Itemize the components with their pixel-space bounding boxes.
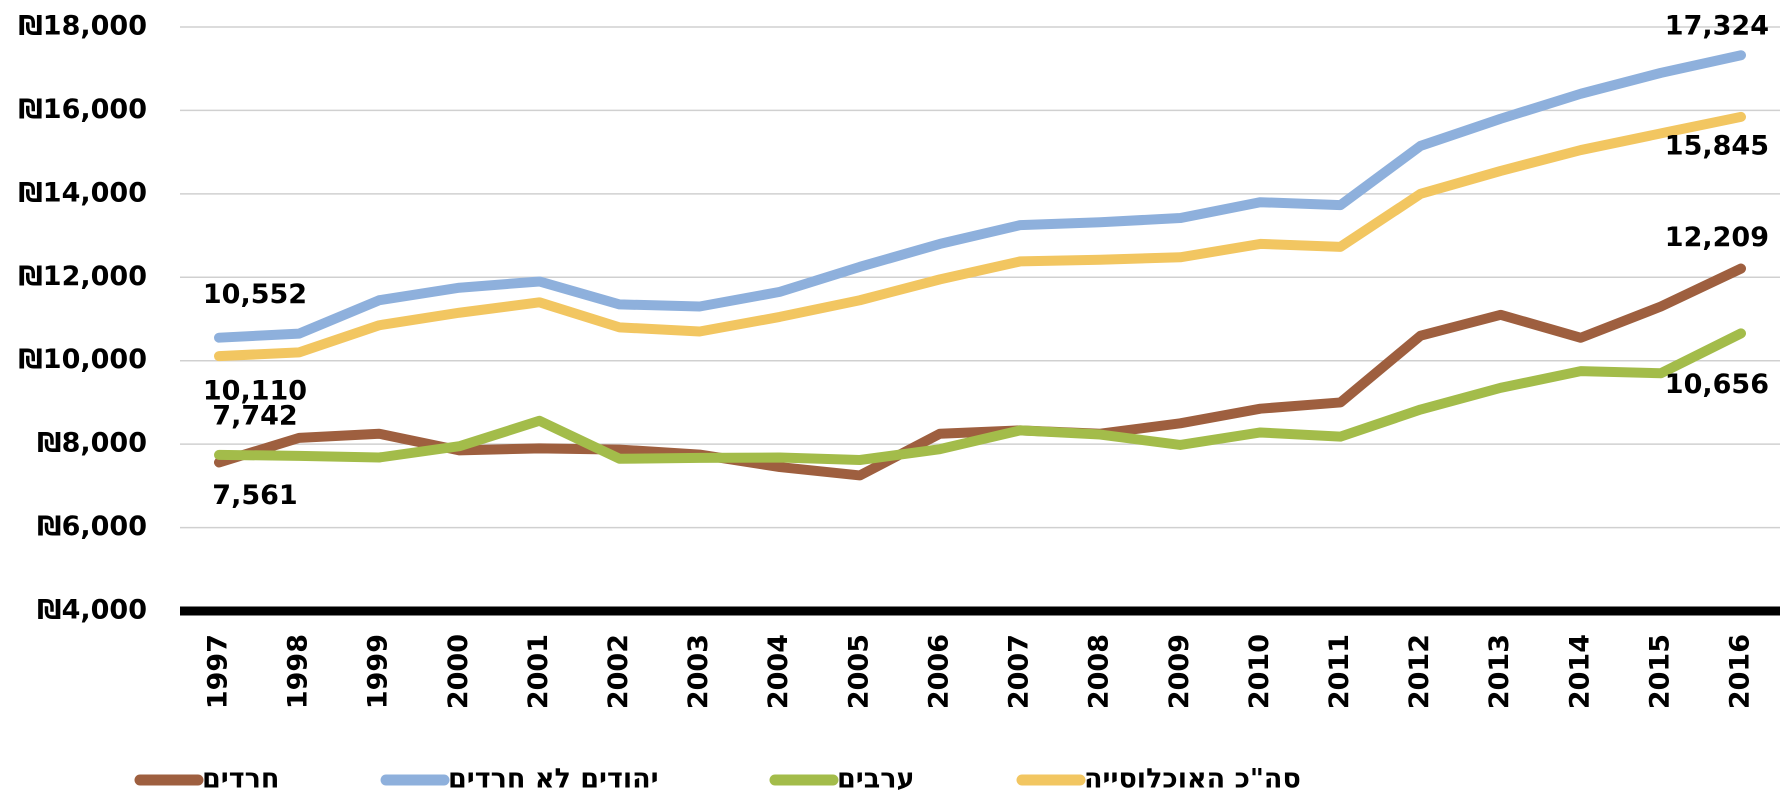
x-tick-label: 2004: [763, 634, 794, 709]
series-line: [214, 263, 1746, 481]
x-tick-label: 2001: [523, 634, 554, 709]
x-tick-label: 2006: [923, 634, 954, 709]
data-label: 10,656: [1665, 369, 1769, 400]
y-tick-label: ₪4,000: [37, 595, 147, 626]
legend-label: יהודים לא חרדים: [448, 764, 659, 795]
y-tick-label: ₪10,000: [18, 344, 147, 375]
legend-item: יהודים לא חרדים: [380, 764, 659, 795]
legend-label: חרדים: [202, 764, 279, 795]
legend-item: חרדים: [134, 764, 279, 795]
x-tick-label: 2007: [1004, 634, 1035, 709]
y-tick-label: ₪6,000: [37, 511, 147, 542]
y-tick-label: ₪14,000: [18, 177, 147, 208]
x-tick-label: 2014: [1564, 634, 1595, 709]
x-tick-label: 2013: [1484, 634, 1515, 709]
legend-item: סה"כ האוכלוסייה: [1016, 764, 1301, 795]
data-label: 10,552: [203, 279, 307, 310]
series-line: [214, 50, 1746, 343]
x-tick-label: 1997: [203, 634, 234, 709]
x-tick-label: 1999: [363, 634, 394, 709]
x-tick-label: 2009: [1164, 634, 1195, 709]
data-label: 17,324: [1665, 11, 1769, 42]
y-tick-label: ₪8,000: [37, 428, 147, 459]
x-tick-label: 2010: [1244, 634, 1275, 709]
series-line: [214, 111, 1746, 362]
x-tick-label: 2003: [683, 634, 714, 709]
series-line: [214, 328, 1746, 465]
legend-item: ערבים: [769, 764, 914, 795]
y-tick-label: ₪16,000: [18, 94, 147, 125]
x-tick-label: 2011: [1324, 634, 1355, 709]
x-tick-label: 1998: [283, 634, 314, 709]
x-tick-label: 2015: [1644, 634, 1675, 709]
x-tick-label: 2005: [843, 634, 874, 709]
y-tick-label: ₪18,000: [18, 11, 147, 42]
x-tick-label: 2016: [1725, 634, 1756, 709]
data-label: 12,209: [1665, 222, 1769, 253]
data-label: 7,742: [212, 400, 297, 431]
y-tick-label: ₪12,000: [18, 261, 147, 292]
legend-label: סה"כ האוכלוסייה: [1084, 764, 1301, 795]
x-tick-label: 2008: [1084, 634, 1115, 709]
x-tick-label: 2012: [1404, 634, 1435, 709]
data-label: 15,845: [1665, 130, 1769, 161]
data-label: 10,110: [203, 376, 307, 407]
data-label: 7,561: [212, 480, 297, 511]
legend-label: ערבים: [837, 764, 914, 795]
x-tick-label: 2000: [443, 634, 474, 709]
x-tick-label: 2002: [603, 634, 634, 709]
